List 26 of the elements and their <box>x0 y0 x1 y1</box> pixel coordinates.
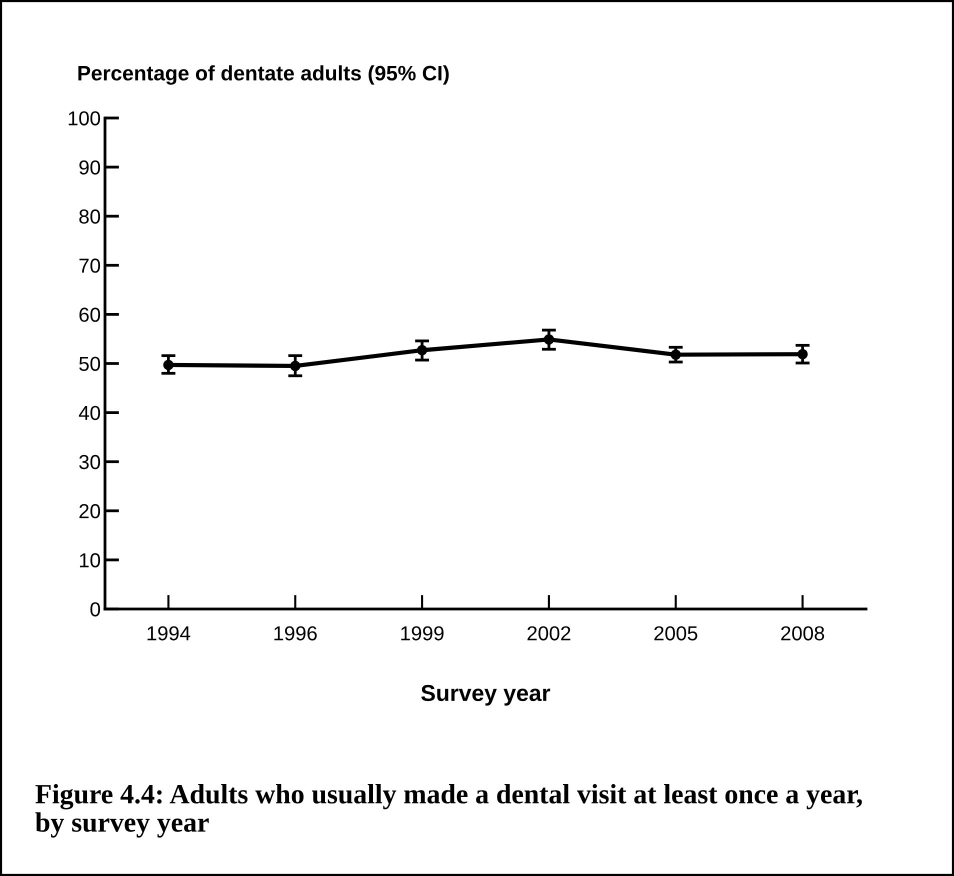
y-tick-label: 20 <box>79 504 100 518</box>
x-tick-label: 1994 <box>148 626 190 640</box>
y-tick-label: 10 <box>80 553 100 568</box>
x-tick-label: 2008 <box>781 626 824 640</box>
y-tick-label: 60 <box>79 308 100 322</box>
y-tick-label: 40 <box>78 406 100 420</box>
y-axis-title: Percentage of dentate adults (95% CI) <box>78 65 449 85</box>
y-tick-label: 80 <box>79 209 100 224</box>
x-axis-title: Survey year <box>421 684 550 706</box>
point <box>797 348 808 360</box>
x-tick-label: 2002 <box>528 626 570 640</box>
y-tick-label: 90 <box>79 160 100 175</box>
point <box>670 349 681 360</box>
text: Figure 4.4: Adults who usually made a dental visit at least once a year, by survey year <box>35 784 862 838</box>
point <box>416 345 428 356</box>
point <box>163 360 174 370</box>
y-tick-label: 0 <box>90 602 100 616</box>
x-tick-label: 2005 <box>654 626 698 640</box>
y-tick-label: 30 <box>79 454 100 470</box>
point <box>290 360 300 372</box>
y-tick-label: 50 <box>79 356 100 371</box>
x-tick-label: 1996 <box>274 626 317 640</box>
x-tick-label: 1999 <box>401 626 444 640</box>
point <box>544 334 554 345</box>
y-tick-label: 70 <box>79 258 100 273</box>
y-tick-label: 100 <box>68 111 100 126</box>
